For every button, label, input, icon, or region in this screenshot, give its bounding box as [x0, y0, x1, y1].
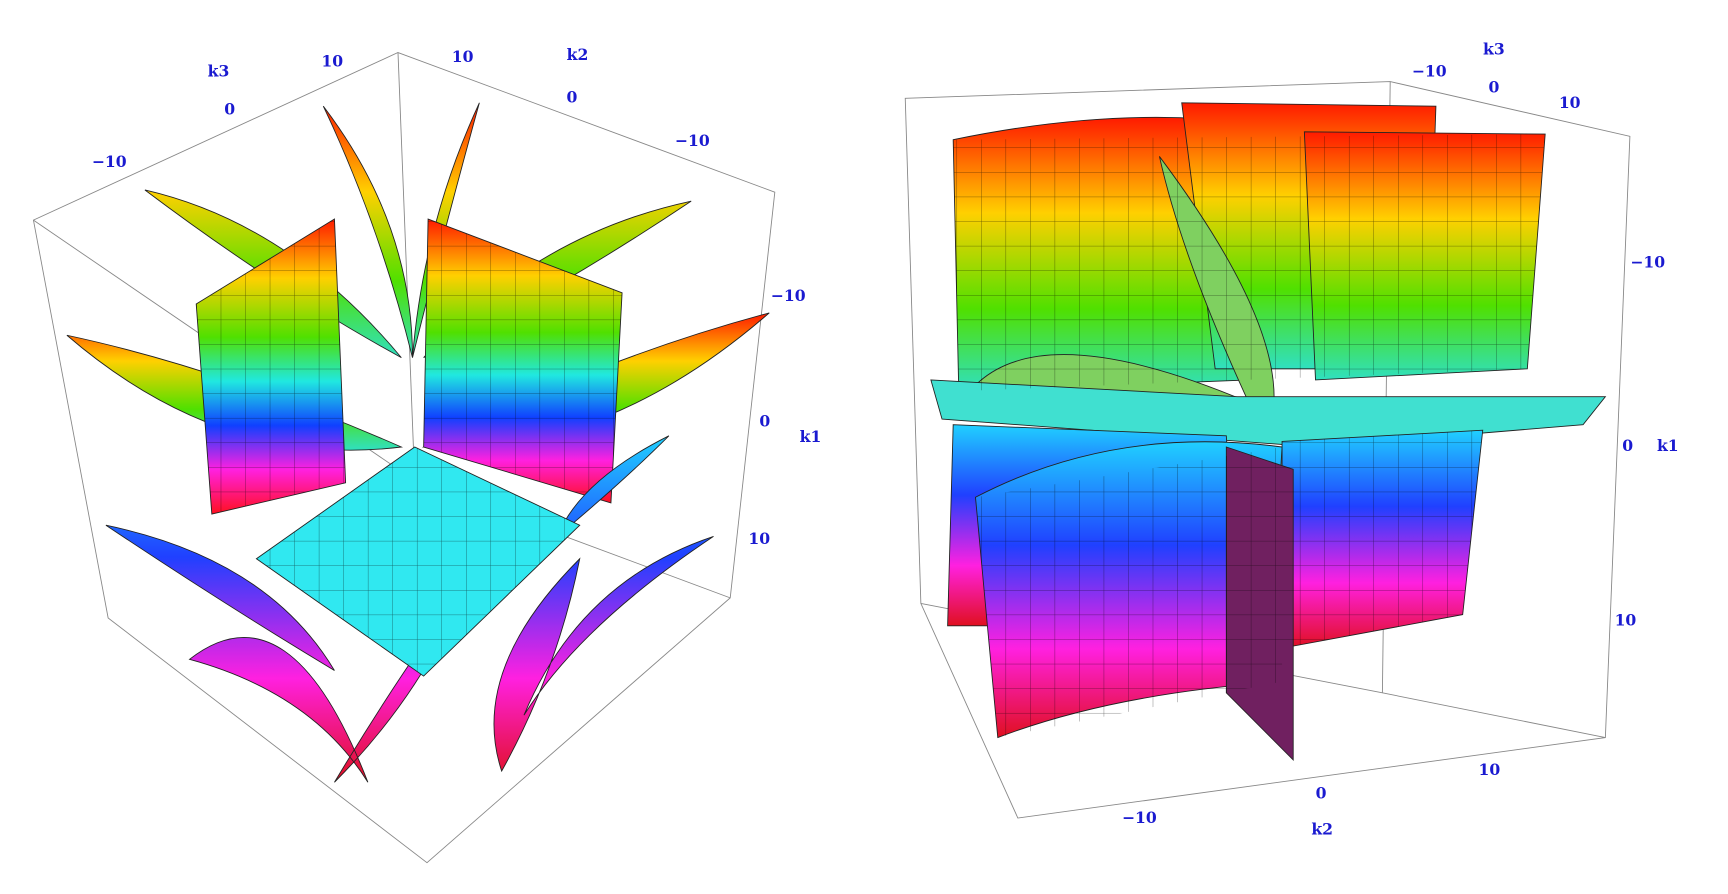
tick-label: 0	[759, 411, 770, 430]
axis-label: k1	[1657, 436, 1679, 455]
axis-label: k3	[1483, 39, 1505, 58]
surfaces	[66, 102, 770, 783]
tick-label: −10	[1412, 62, 1447, 81]
tick-label: 0	[224, 100, 235, 119]
tick-label: −10	[1122, 808, 1157, 827]
tick-label: 0	[1488, 77, 1499, 96]
tick-label: 0	[1316, 784, 1327, 803]
bounding-box	[32, 52, 776, 864]
tick-label: −10	[675, 131, 710, 150]
axis-label: k2	[567, 45, 589, 64]
tick-label: −10	[1630, 253, 1665, 272]
axis-label: k2	[1311, 819, 1333, 838]
tick-label: 10	[321, 52, 343, 71]
tick-label: −10	[92, 152, 127, 171]
tick-label: −10	[771, 286, 806, 305]
right-plot	[904, 81, 1631, 819]
left-plot	[32, 52, 776, 864]
tick-label: 0	[1622, 436, 1633, 455]
axis-label: k3	[208, 62, 230, 81]
axis-label: k1	[800, 427, 822, 446]
surfaces	[930, 102, 1607, 761]
tick-label: 10	[748, 529, 770, 548]
tick-label: 10	[452, 47, 474, 66]
tick-label: 0	[566, 87, 577, 106]
tick-label: 10	[1559, 93, 1581, 112]
tick-label: 10	[1479, 760, 1501, 779]
tick-label: 10	[1615, 610, 1637, 629]
